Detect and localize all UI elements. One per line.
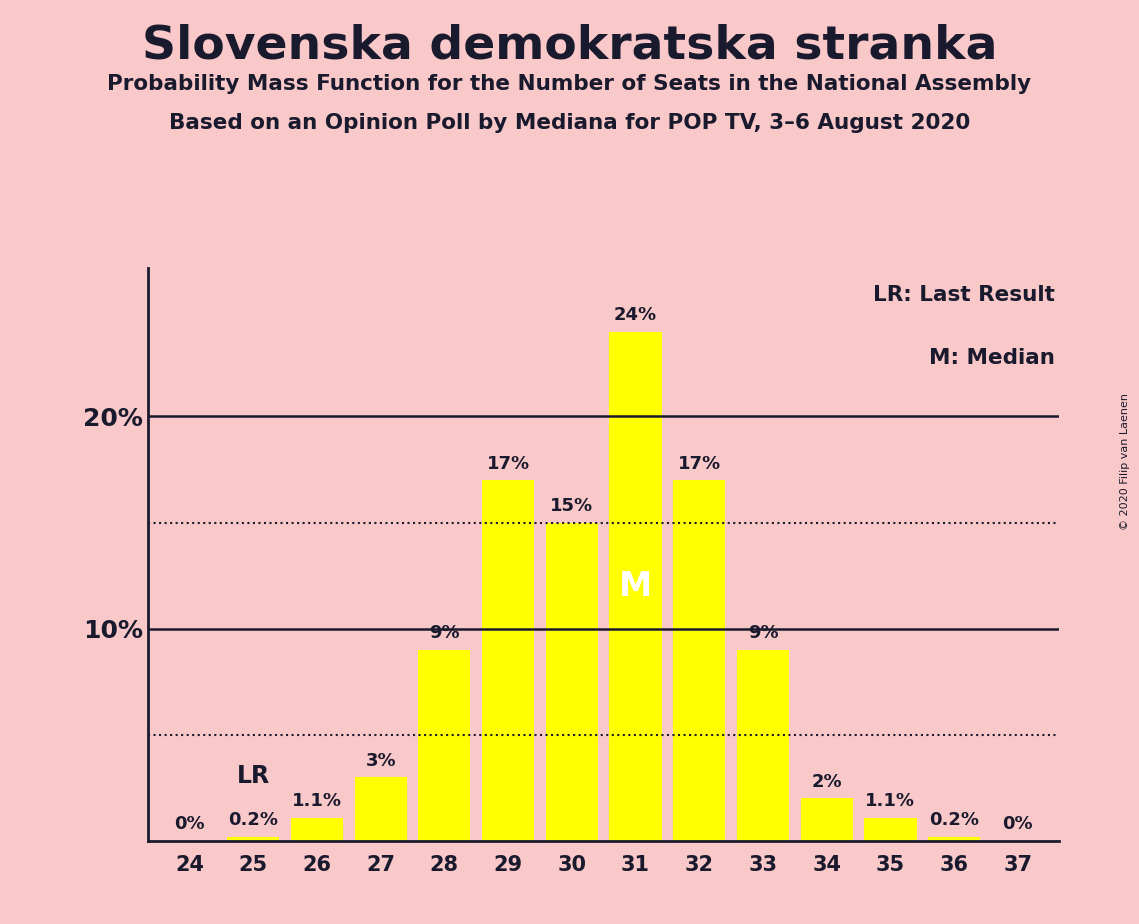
Bar [673,480,726,841]
Text: 9%: 9% [747,625,778,642]
Text: 0.2%: 0.2% [929,811,980,829]
Bar [418,650,470,841]
Bar [928,836,981,841]
Text: 17%: 17% [486,455,530,473]
Bar [354,777,407,841]
Bar [290,818,343,841]
Text: M: Median: M: Median [928,348,1055,368]
Text: Slovenska demokratska stranka: Slovenska demokratska stranka [141,23,998,68]
Text: © 2020 Filip van Laenen: © 2020 Filip van Laenen [1120,394,1130,530]
Bar [865,818,917,841]
Text: 0%: 0% [174,815,205,833]
Bar [546,523,598,841]
Bar [737,650,789,841]
Bar [227,836,279,841]
Text: 0.2%: 0.2% [228,811,278,829]
Text: Probability Mass Function for the Number of Seats in the National Assembly: Probability Mass Function for the Number… [107,74,1032,94]
Text: LR: LR [237,764,270,788]
Text: 3%: 3% [366,752,396,770]
Text: Based on an Opinion Poll by Mediana for POP TV, 3–6 August 2020: Based on an Opinion Poll by Mediana for … [169,113,970,133]
Text: 15%: 15% [550,497,593,516]
Text: LR: Last Result: LR: Last Result [872,286,1055,305]
Text: 0%: 0% [1002,815,1033,833]
Text: 2%: 2% [811,773,842,791]
Bar [801,798,853,841]
Text: 9%: 9% [429,625,460,642]
Text: 1.1%: 1.1% [292,792,342,810]
Bar [482,480,534,841]
Text: M: M [618,570,653,602]
Bar [609,332,662,841]
Text: 1.1%: 1.1% [866,792,916,810]
Text: 17%: 17% [678,455,721,473]
Text: 24%: 24% [614,306,657,324]
